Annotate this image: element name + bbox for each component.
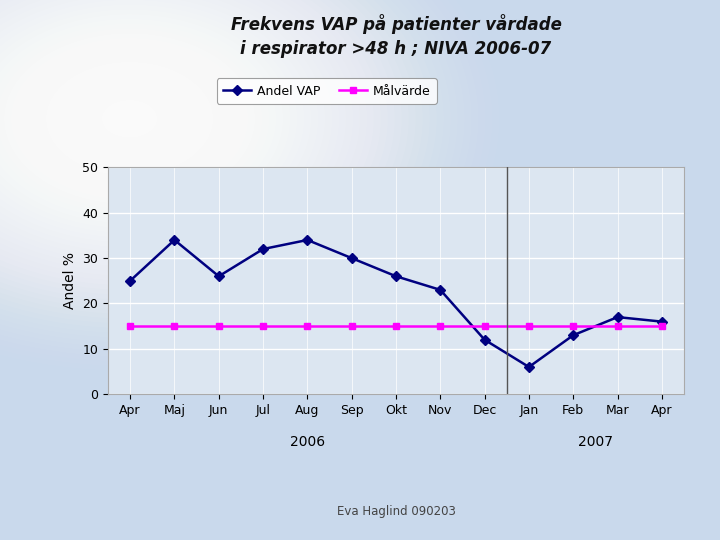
Text: Frekvens VAP på patienter vårdade: Frekvens VAP på patienter vårdade [230,14,562,33]
Målvärde [480,323,489,329]
Andel VAP [303,237,312,243]
Andel VAP [215,273,223,280]
Målvärde [347,323,356,329]
Ellipse shape [0,0,395,300]
Ellipse shape [0,29,262,209]
Ellipse shape [0,24,269,214]
Målvärde [126,323,135,329]
Text: 2007: 2007 [578,435,613,449]
Ellipse shape [0,0,332,257]
Ellipse shape [0,0,381,290]
Ellipse shape [116,109,143,129]
Ellipse shape [0,0,409,309]
Ellipse shape [0,19,276,219]
Ellipse shape [0,0,325,252]
Ellipse shape [0,14,283,224]
Andel VAP [126,278,135,284]
Målvärde [569,323,577,329]
Ellipse shape [73,80,186,157]
Målvärde [525,323,534,329]
Andel VAP [170,237,179,243]
Ellipse shape [0,0,360,276]
Målvärde [392,323,400,329]
Ellipse shape [46,62,213,176]
Målvärde [215,323,223,329]
Line: Målvärde: Målvärde [127,323,665,329]
Line: Andel VAP: Andel VAP [127,237,665,370]
Ellipse shape [122,114,137,124]
Andel VAP [613,314,622,320]
Ellipse shape [102,100,158,138]
Y-axis label: Andel %: Andel % [63,252,77,309]
Ellipse shape [95,95,164,143]
Ellipse shape [39,57,220,181]
Ellipse shape [109,105,150,133]
Andel VAP [525,364,534,370]
Legend: Andel VAP, Målvärde: Andel VAP, Målvärde [217,78,437,104]
Ellipse shape [11,38,248,200]
Ellipse shape [0,0,374,285]
Ellipse shape [0,9,290,228]
Målvärde [436,323,445,329]
Ellipse shape [67,76,192,161]
Text: 2006: 2006 [290,435,325,449]
Ellipse shape [18,43,241,195]
Andel VAP [436,287,445,293]
Ellipse shape [0,0,367,281]
Ellipse shape [32,52,228,185]
Andel VAP [480,336,489,343]
Ellipse shape [0,0,304,238]
Text: i respirator >48 h ; NIVA 2006-07: i respirator >48 h ; NIVA 2006-07 [240,40,552,58]
Andel VAP [347,255,356,261]
Målvärde [657,323,666,329]
Ellipse shape [53,66,207,171]
Ellipse shape [0,0,353,271]
Ellipse shape [25,48,234,190]
Ellipse shape [4,33,256,205]
Ellipse shape [0,0,423,319]
Ellipse shape [0,0,415,314]
Målvärde [258,323,267,329]
Ellipse shape [0,0,339,261]
Andel VAP [392,273,400,280]
Målvärde [613,323,622,329]
Ellipse shape [60,71,199,166]
Ellipse shape [0,4,297,233]
Andel VAP [258,246,267,252]
Andel VAP [657,319,666,325]
Ellipse shape [0,0,346,266]
Ellipse shape [0,0,388,295]
Ellipse shape [0,0,318,247]
Text: Eva Haglind 090203: Eva Haglind 090203 [336,505,456,518]
Målvärde [170,323,179,329]
Målvärde [303,323,312,329]
Ellipse shape [88,90,171,147]
Ellipse shape [0,0,311,242]
Ellipse shape [81,85,179,152]
Ellipse shape [0,0,402,305]
Andel VAP [569,332,577,339]
